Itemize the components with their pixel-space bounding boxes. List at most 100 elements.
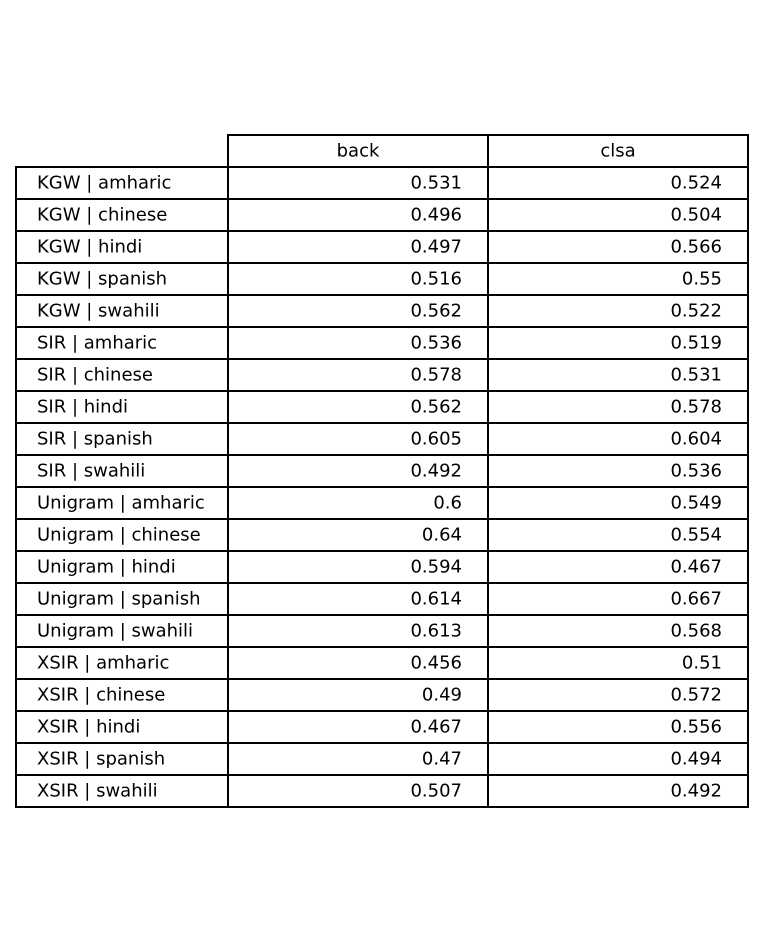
row-label: SIR | chinese (37, 365, 153, 386)
value-cell (227, 294, 489, 328)
table-body: KGW | amharic 0.531 0.524 KGW | chinese 0.49… (15, 166, 749, 808)
table-row: Unigram | amharic 0.6 0.549 (15, 486, 749, 520)
table-row: XSIR | spanish 0.47 0.494 (15, 742, 749, 776)
table-row: XSIR | amharic 0.456 0.51 (15, 646, 749, 680)
cell-value: 0.531 (670, 365, 722, 386)
cell-value: 0.504 (670, 205, 722, 226)
row-label: XSIR | amharic (37, 653, 169, 674)
row-label-cell (15, 710, 229, 744)
cell-value: 0.492 (670, 781, 722, 802)
value-cell (487, 646, 749, 680)
cell-value: 0.531 (410, 173, 462, 194)
table-row: KGW | amharic 0.531 0.524 (15, 166, 749, 200)
cell-value: 0.614 (410, 589, 462, 610)
cell-value: 0.47 (422, 749, 462, 770)
row-label-cell (15, 646, 229, 680)
cell-value: 0.568 (670, 621, 722, 642)
table-row: XSIR | swahili 0.507 0.492 (15, 774, 749, 808)
value-cell (487, 294, 749, 328)
value-cell (487, 742, 749, 776)
row-label-cell (15, 422, 229, 456)
table-row: Unigram | swahili 0.613 0.568 (15, 614, 749, 648)
value-cell (227, 454, 489, 488)
cell-value: 0.554 (670, 525, 722, 546)
row-label-cell (15, 582, 229, 616)
cell-value: 0.594 (410, 557, 462, 578)
row-label-cell (15, 262, 229, 296)
row-label: Unigram | hindi (37, 557, 176, 578)
row-label: KGW | chinese (37, 205, 167, 226)
row-label: Unigram | chinese (37, 525, 201, 546)
row-label: KGW | spanish (37, 269, 167, 290)
cell-value: 0.55 (682, 269, 722, 290)
cell-value: 0.49 (422, 685, 462, 706)
row-label: SIR | hindi (37, 397, 128, 418)
cell-value: 0.572 (670, 685, 722, 706)
table-row: Unigram | chinese 0.64 0.554 (15, 518, 749, 552)
value-cell (227, 230, 489, 264)
row-label: Unigram | swahili (37, 621, 193, 642)
table-row: SIR | chinese 0.578 0.531 (15, 358, 749, 392)
table-row: SIR | hindi 0.562 0.578 (15, 390, 749, 424)
row-label-cell (15, 358, 229, 392)
cell-value: 0.497 (410, 237, 462, 258)
value-cell (227, 774, 489, 808)
cell-value: 0.496 (410, 205, 462, 226)
table-header: back clsa (227, 134, 749, 168)
cell-value: 0.578 (410, 365, 462, 386)
row-label: Unigram | spanish (37, 589, 201, 610)
cell-value: 0.492 (410, 461, 462, 482)
row-label: KGW | hindi (37, 237, 142, 258)
row-label: SIR | swahili (37, 461, 145, 482)
cell-value: 0.524 (670, 173, 722, 194)
table-row: XSIR | hindi 0.467 0.556 (15, 710, 749, 744)
value-cell (487, 710, 749, 744)
cell-value: 0.566 (670, 237, 722, 258)
row-label: SIR | amharic (37, 333, 157, 354)
cell-value: 0.64 (422, 525, 462, 546)
cell-value: 0.522 (670, 301, 722, 322)
value-cell (487, 230, 749, 264)
value-cell (487, 678, 749, 712)
cell-value: 0.556 (670, 717, 722, 738)
value-cell (487, 774, 749, 808)
cell-value: 0.536 (410, 333, 462, 354)
table-row: SIR | swahili 0.492 0.536 (15, 454, 749, 488)
cell-value: 0.604 (670, 429, 722, 450)
cell-value: 0.494 (670, 749, 722, 770)
row-label: XSIR | spanish (37, 749, 165, 770)
value-cell (227, 710, 489, 744)
value-cell (227, 326, 489, 360)
table-row: Unigram | spanish 0.614 0.667 (15, 582, 749, 616)
row-label-cell (15, 614, 229, 648)
row-label: SIR | spanish (37, 429, 153, 450)
cell-value: 0.6 (433, 493, 462, 514)
value-cell (487, 422, 749, 456)
cell-value: 0.605 (410, 429, 462, 450)
row-label: Unigram | amharic (37, 493, 205, 514)
row-label-cell (15, 518, 229, 552)
cell-value: 0.516 (410, 269, 462, 290)
table-row: SIR | amharic 0.536 0.519 (15, 326, 749, 360)
value-cell (487, 198, 749, 232)
value-cell (227, 646, 489, 680)
value-cell (227, 358, 489, 392)
row-label: KGW | swahili (37, 301, 160, 322)
cell-value: 0.562 (410, 301, 462, 322)
cell-value: 0.536 (670, 461, 722, 482)
header-cell (227, 134, 489, 168)
value-cell (227, 518, 489, 552)
value-cell (487, 614, 749, 648)
table-row: SIR | spanish 0.605 0.604 (15, 422, 749, 456)
table-row: KGW | hindi 0.497 0.566 (15, 230, 749, 264)
table-row: KGW | chinese 0.496 0.504 (15, 198, 749, 232)
value-cell (487, 358, 749, 392)
column-header: back (337, 141, 380, 162)
cell-value: 0.549 (670, 493, 722, 514)
cell-value: 0.467 (670, 557, 722, 578)
row-label-cell (15, 774, 229, 808)
cell-value: 0.613 (410, 621, 462, 642)
row-label: XSIR | swahili (37, 781, 158, 802)
row-label: KGW | amharic (37, 173, 171, 194)
column-header: clsa (600, 141, 635, 162)
